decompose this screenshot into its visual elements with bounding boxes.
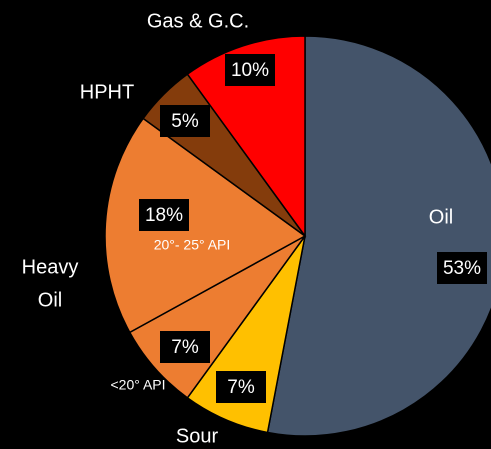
value-label: 10% — [231, 60, 269, 81]
value-label-box — [225, 54, 275, 86]
slice-label: Sour — [176, 425, 219, 447]
slice-label: <20° API — [110, 377, 165, 393]
value-label-box — [216, 371, 266, 403]
slice-label: HPHT — [80, 81, 134, 103]
pie-slice — [266, 35, 491, 437]
value-label: 7% — [227, 377, 255, 398]
value-label: 18% — [145, 205, 183, 226]
value-label: 53% — [443, 258, 481, 279]
pie-slice — [186, 35, 306, 239]
value-label-box — [139, 199, 189, 231]
slice-label: 20°- 25° API — [154, 237, 231, 253]
value-label: 7% — [171, 337, 199, 358]
group-label: Heavy — [22, 256, 79, 278]
slice-label: Gas & G.C. — [147, 10, 249, 32]
slice-label: Oil — [429, 206, 453, 228]
value-label-box — [160, 105, 210, 137]
value-label: 5% — [171, 111, 199, 132]
value-label-box — [437, 252, 487, 284]
pie-slice — [104, 117, 307, 334]
value-label-box — [160, 331, 210, 363]
group-label: Oil — [38, 289, 62, 311]
